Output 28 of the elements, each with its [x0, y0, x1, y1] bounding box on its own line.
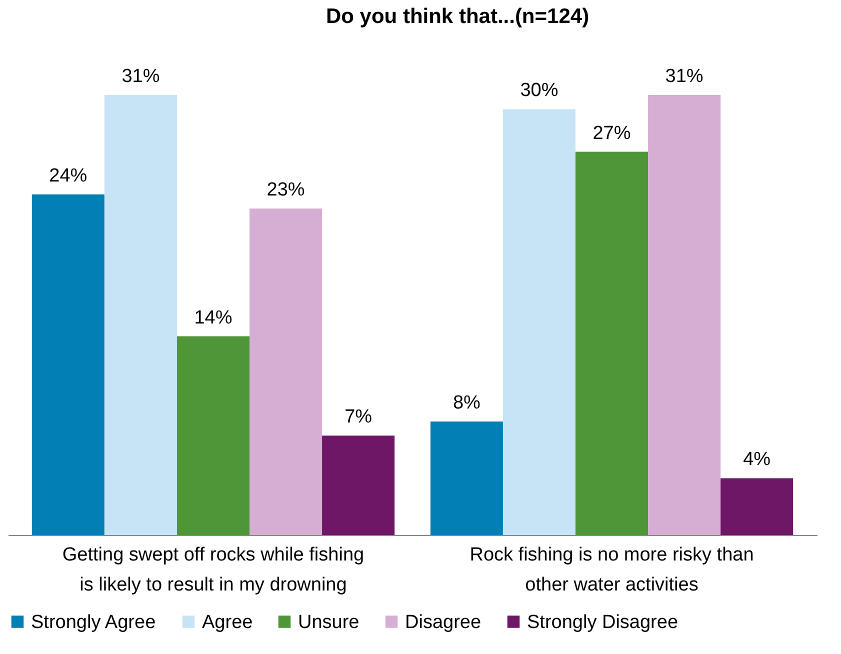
bar: [502, 109, 576, 535]
data-label: 8%: [452, 392, 481, 414]
bar: [575, 152, 648, 535]
bar: [32, 194, 104, 535]
bar: [250, 208, 322, 535]
data-label: 24%: [49, 165, 88, 186]
bar: [176, 336, 250, 535]
bar: [430, 421, 503, 535]
data-label: 23%: [266, 180, 305, 201]
data-label: 30%: [520, 80, 558, 102]
legend-label: Strongly Disagree: [527, 612, 678, 633]
data-label: 27%: [592, 122, 631, 144]
data-label: 31%: [122, 66, 160, 87]
x-tick-label: Getting swept off rocks while fishing is likely to result in my drowning: [62, 544, 364, 596]
legend-label: Agree: [202, 612, 253, 633]
bar: [648, 95, 721, 535]
bar: [322, 436, 395, 535]
data-label: 7%: [344, 406, 372, 428]
legend-label: Disagree: [405, 612, 482, 633]
bar: [104, 95, 177, 535]
legend-label: Strongly Agree: [31, 612, 156, 633]
chart-title: Do you think that...(n=124): [326, 5, 590, 28]
legend-label: Unsure: [298, 612, 360, 633]
x-tick-label: Rock fishing is no more risky than other water activities: [470, 544, 754, 596]
bar: [720, 478, 794, 535]
data-label: 4%: [743, 449, 771, 470]
data-label: 31%: [665, 66, 704, 87]
data-label: 14%: [194, 307, 232, 328]
